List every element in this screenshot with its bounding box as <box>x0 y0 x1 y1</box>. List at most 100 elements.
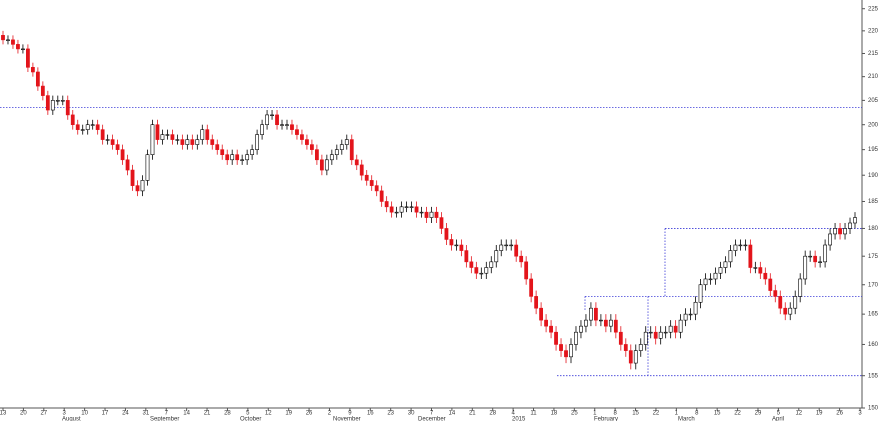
candle-body <box>265 114 269 126</box>
candle-body <box>693 301 698 315</box>
candle-body <box>55 100 60 102</box>
x-tick-label: 19 <box>816 411 823 417</box>
candle-body <box>135 185 140 192</box>
candle-body <box>579 325 583 333</box>
y-tick-label: 200 <box>868 122 879 128</box>
x-tick-label: 7 <box>165 411 169 417</box>
candle-body <box>808 255 813 258</box>
x-tick-label: 10 <box>81 411 88 417</box>
x-tick-label: 28 <box>489 411 496 417</box>
candle-body <box>648 331 653 334</box>
candle-body <box>434 211 439 218</box>
candle-body <box>1 35 5 41</box>
month-label: September <box>150 417 179 421</box>
candle-body <box>334 149 339 155</box>
candle-body <box>225 154 230 161</box>
candle-body <box>598 319 603 322</box>
candle-body <box>6 39 10 41</box>
candle-body <box>633 350 638 364</box>
month-label: 2015 <box>512 417 526 421</box>
candle-body <box>280 124 284 126</box>
candle-body <box>155 124 160 140</box>
x-tick-label: 14 <box>449 411 456 417</box>
candle-body <box>828 233 832 246</box>
candle-body <box>788 307 793 315</box>
candle-body <box>40 85 45 96</box>
x-tick-label: 30 <box>408 411 415 417</box>
candle-body <box>75 124 80 130</box>
x-tick-label: 18 <box>551 411 558 417</box>
candle-body <box>524 261 529 280</box>
candle-body <box>574 331 578 345</box>
candle-body <box>344 139 349 145</box>
candle-body <box>584 319 588 327</box>
candle-body <box>85 124 90 130</box>
candle-body <box>26 48 30 68</box>
month-label: November <box>333 417 361 421</box>
candle-body <box>773 290 778 297</box>
candle-body <box>235 154 240 161</box>
candle-body <box>35 71 40 87</box>
candle-body <box>439 217 444 229</box>
month-label: December <box>418 417 446 421</box>
candle-body <box>16 44 20 50</box>
x-tick-label: 22 <box>653 411 660 417</box>
month-label: April <box>772 417 784 421</box>
candle-body <box>603 319 608 327</box>
x-tick-label: 7 <box>430 411 434 417</box>
candle-body <box>290 124 294 130</box>
candle-body <box>444 228 449 240</box>
candle-body <box>374 185 379 192</box>
candle-body <box>728 250 733 263</box>
candle-body <box>733 244 738 251</box>
candle-body <box>339 144 344 150</box>
candle-body <box>389 206 394 213</box>
candle-body <box>613 319 618 333</box>
candle-body <box>608 319 613 327</box>
candle-body <box>210 139 215 145</box>
candle-body <box>354 159 359 166</box>
y-tick-label: 185 <box>868 199 879 205</box>
candle-body <box>399 206 404 213</box>
candle-body <box>175 139 180 141</box>
candle-body <box>768 278 773 291</box>
candle-body <box>384 201 389 208</box>
candle-body <box>120 149 125 161</box>
candle-body <box>813 255 818 263</box>
candle-body <box>833 228 837 235</box>
candle-body <box>125 159 130 171</box>
y-tick-label: 220 <box>868 28 879 34</box>
candle-body <box>150 124 155 155</box>
candle-body <box>270 114 274 117</box>
candle-body <box>424 211 429 218</box>
candle-body <box>703 278 708 286</box>
candle-body <box>668 325 673 333</box>
candle-body <box>11 39 15 45</box>
candle-body <box>519 255 524 263</box>
candle-body <box>763 272 768 280</box>
candle-body <box>853 217 857 224</box>
x-tick-label: 17 <box>102 411 109 417</box>
candle-body <box>180 139 185 145</box>
x-tick-label: 23 <box>387 411 394 417</box>
candle-body <box>90 124 95 126</box>
candle-body <box>479 272 484 275</box>
candle-body <box>275 114 279 126</box>
candle-body <box>569 344 573 358</box>
x-tick-label: 26 <box>836 411 843 417</box>
x-tick-label: 24 <box>122 411 129 417</box>
x-tick-label: 21 <box>469 411 476 417</box>
candle-body <box>349 139 354 161</box>
candle-body <box>489 261 494 268</box>
x-tick-label: 12 <box>265 411 272 417</box>
candle-body <box>803 255 808 280</box>
candle-body <box>170 134 175 140</box>
candle-body <box>30 67 35 73</box>
candle-body <box>474 267 479 274</box>
candle-body <box>484 267 489 274</box>
candle-body <box>653 331 658 339</box>
candle-body <box>499 244 504 251</box>
candle-body <box>758 267 763 274</box>
candle-body <box>255 134 260 150</box>
y-tick-label: 160 <box>868 342 879 348</box>
